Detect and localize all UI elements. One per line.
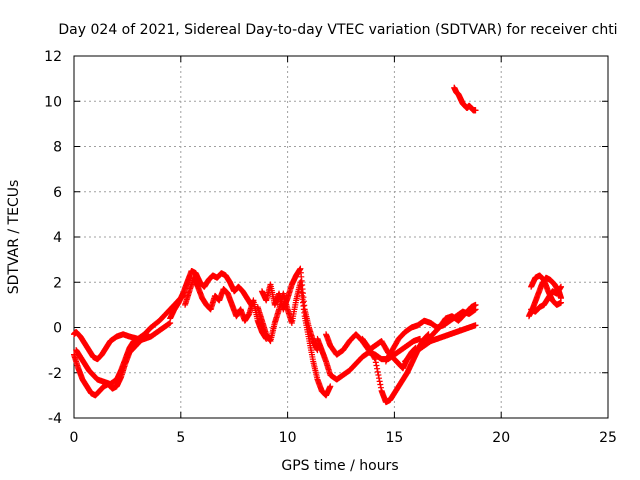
x-tick-label: 25	[599, 430, 617, 446]
y-tick-label: 0	[53, 321, 62, 337]
y-tick-label: 12	[44, 49, 62, 65]
y-tick-label: -2	[48, 366, 62, 382]
data-point	[558, 299, 565, 306]
series-track-l	[402, 322, 479, 365]
y-tick-label: 8	[53, 140, 62, 156]
axis-ticks: 0 5 10 15 20 25 -4 -2 0 2 4 6 8 10 12	[44, 49, 617, 446]
data-point	[374, 368, 381, 375]
data-point	[375, 372, 382, 379]
y-tick-label: -4	[48, 411, 62, 427]
x-axis-title: GPS time / hours	[281, 458, 398, 474]
series-track-n	[451, 84, 479, 114]
series-track-h	[314, 335, 424, 383]
y-tick-label: 6	[53, 185, 62, 201]
y-axis-title: SDTVAR / TECUs	[6, 180, 22, 295]
series-track-q	[528, 283, 565, 315]
x-tick-label: 10	[279, 430, 297, 446]
series-track-d	[167, 267, 255, 322]
x-tick-label: 20	[492, 430, 510, 446]
data-point	[472, 107, 479, 114]
series-track-e	[182, 274, 270, 342]
chart-title: Day 024 of 2021, Sidereal Day-to-day VTE…	[58, 22, 617, 38]
grid	[74, 56, 608, 418]
y-tick-label: 4	[53, 230, 62, 246]
series-track-m	[423, 301, 479, 345]
data-point	[558, 283, 565, 290]
data-point	[376, 375, 383, 382]
data-point	[472, 301, 479, 308]
data-point	[377, 384, 384, 391]
data-point	[472, 322, 479, 329]
y-tick-label: 10	[44, 94, 62, 110]
y-tick-label: 2	[53, 275, 62, 291]
data-points	[71, 84, 565, 406]
data-point	[377, 381, 384, 388]
data-point	[374, 365, 381, 372]
data-point	[372, 356, 379, 363]
x-tick-label: 15	[385, 430, 403, 446]
data-point	[373, 362, 380, 369]
data-point	[327, 383, 334, 390]
series-track-c	[73, 319, 174, 388]
x-tick-label: 5	[176, 430, 185, 446]
data-point	[372, 359, 379, 366]
data-point	[376, 378, 383, 385]
series-track-g	[258, 265, 321, 354]
data-point	[371, 355, 378, 362]
x-tick-label: 0	[70, 430, 79, 446]
